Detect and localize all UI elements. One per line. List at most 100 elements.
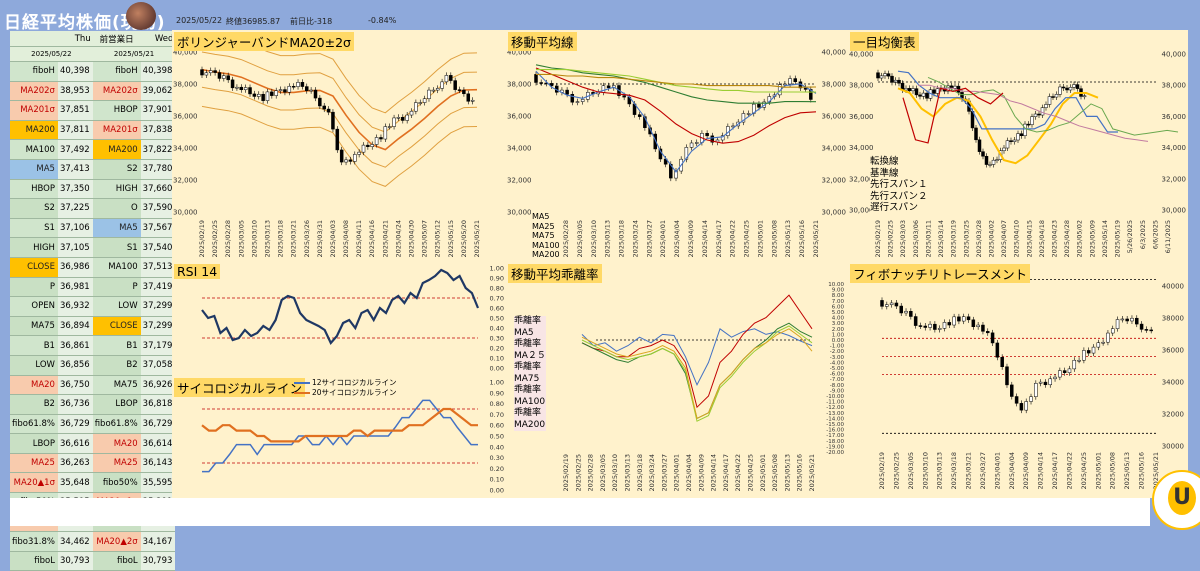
deviation-chart: 10.009.008.007.006.005.004.003.002.001.0… — [562, 282, 845, 491]
candle — [894, 302, 899, 307]
candle — [942, 322, 947, 329]
psy-title: サイコロジカルライン — [174, 378, 306, 397]
candle — [1144, 329, 1149, 331]
candle — [217, 72, 222, 79]
deviation-legend: 乖離率 MA5 乖離率 MA２５ 乖離率 MA75 乖離率 MA100 乖離率 … — [514, 316, 546, 431]
level-name: B2 — [10, 394, 58, 415]
x-date-label: 2025/05/20 — [460, 220, 468, 257]
y-tick-label: 30,000 — [173, 209, 198, 217]
level-value: 37,106 — [57, 218, 93, 239]
candle — [918, 325, 923, 327]
y-tick-label: 30,000 — [507, 209, 532, 217]
level-name: MA201σ — [10, 100, 58, 121]
candle — [904, 311, 908, 314]
candle — [689, 142, 694, 148]
candle — [409, 110, 414, 116]
candle — [911, 88, 915, 92]
table-row: MA201σ 37,851 HBOP 37,901 — [10, 100, 176, 121]
y-tick-label: -15.00 — [826, 422, 844, 428]
x-date-label: 2025/03/10 — [921, 452, 929, 489]
ichimoku-chart: 40,000 38,000 36,000 34,000 32,000 30,000 40,0… — [849, 51, 1187, 258]
y-tick-label: -6.00 — [830, 372, 845, 378]
y-tick-label: 0.30 — [490, 454, 504, 462]
x-date-label: 2025/05/12 — [434, 220, 442, 257]
x-date-label: 2025/04/16 — [368, 220, 376, 257]
level-value: 37,513 — [140, 257, 176, 278]
table-row: LBOP 36,616 MA20 36,614 — [10, 433, 176, 454]
candle — [208, 70, 213, 74]
candle — [261, 93, 265, 101]
candle — [1096, 342, 1101, 348]
level-name: LOW — [10, 355, 58, 376]
bottom-strip — [10, 498, 1150, 526]
senkou2-line — [918, 84, 1149, 142]
y-tick-label: -18.00 — [826, 439, 844, 445]
x-date-label: 2025/04/02 — [987, 220, 995, 257]
y-tick-label: 36,000 — [849, 113, 874, 121]
candle — [720, 135, 725, 141]
series-ma5 — [535, 70, 817, 173]
candle — [932, 89, 936, 94]
candle — [1135, 317, 1139, 325]
candle — [256, 93, 261, 97]
x-date-label: 2025/02/19 — [198, 220, 206, 257]
candle — [1125, 318, 1129, 322]
candle — [966, 316, 971, 321]
candle — [1000, 357, 1004, 367]
ma-title: 移動平均線 — [508, 32, 577, 51]
x-date-label: 2025/03/03 — [899, 220, 907, 257]
psy-legend: 12サイコロジカルライン 20サイコロジカルライン — [294, 378, 397, 398]
deviation-panel: 10.00 9.00 8.00 7.00 6.00 5.00 4.00 3.00 2.00 1.0… — [506, 262, 848, 498]
y-tick-label: -16.00 — [826, 428, 844, 434]
level-name: B1 — [92, 335, 141, 356]
ichimoku-legend: 転換線 基準線 先行スパン１ 先行スパン２ 遅行スパン — [870, 156, 928, 214]
level-value: 36,614 — [140, 433, 176, 454]
level-value: 40,398 — [140, 61, 176, 82]
candle — [379, 137, 383, 140]
x-date-label: 2025/04/04 — [673, 220, 681, 257]
y-tick-label-right: 30,000 — [822, 209, 847, 217]
x-date-label: 2025/03/18 — [618, 220, 626, 257]
x-date-label: 2025/03/24 — [631, 220, 639, 257]
y-tick-label: -13.00 — [826, 411, 844, 417]
candle — [741, 113, 746, 123]
x-date-label: 2025/02/25 — [211, 220, 219, 257]
senkou1-line — [927, 76, 1179, 136]
candle — [1061, 86, 1066, 89]
x-date-label: 2025/03/21 — [290, 220, 298, 257]
series-ma25 — [535, 67, 817, 144]
table-row: CLOSE 36,986 MA100 37,513 — [10, 257, 176, 278]
fibo-title: フィボナッチリトレースメント — [850, 264, 1031, 283]
y-tick-label: 8.00 — [832, 293, 845, 299]
candle — [1072, 359, 1077, 370]
x-date-label: 2025/04/07 — [1000, 220, 1008, 257]
legend-psy12: 12サイコロジカルライン — [294, 378, 397, 388]
level-value: 36,143 — [140, 453, 176, 474]
y-tick-label: 0.90 — [490, 275, 504, 283]
level-name: CLOSE — [10, 257, 58, 278]
x-date-label: 2025/02/25 — [574, 454, 582, 491]
candle — [653, 133, 658, 150]
candle — [335, 128, 340, 151]
candle — [1009, 140, 1013, 142]
y-tick-label-right: 38,000 — [1162, 82, 1187, 90]
candle — [278, 89, 283, 91]
candle — [383, 126, 388, 140]
x-date-label: 2025/03/24 — [648, 454, 656, 491]
level-value: 36,861 — [57, 335, 93, 356]
candle — [1077, 359, 1081, 362]
x-date-label: 2025/03/13 — [263, 220, 271, 257]
table-row: OPEN 36,932 LOW 37,299 — [10, 296, 176, 317]
x-date-label: 2025/05/08 — [1109, 452, 1117, 489]
x-date-label: 2025/05/16 — [1138, 452, 1146, 489]
candle — [453, 80, 457, 90]
candle — [971, 319, 976, 327]
level-name: MA20 — [10, 375, 58, 396]
x-date-label: 6/11/2025 — [1164, 220, 1172, 253]
y-tick-label-right: 36,000 — [1162, 113, 1187, 121]
level-value: 37,413 — [57, 159, 93, 180]
y-tick-label: 40,000 — [173, 49, 198, 57]
y-tick-label: 34,000 — [849, 144, 874, 152]
x-date-label: 2025/03/27 — [979, 452, 987, 489]
candle — [995, 159, 999, 161]
